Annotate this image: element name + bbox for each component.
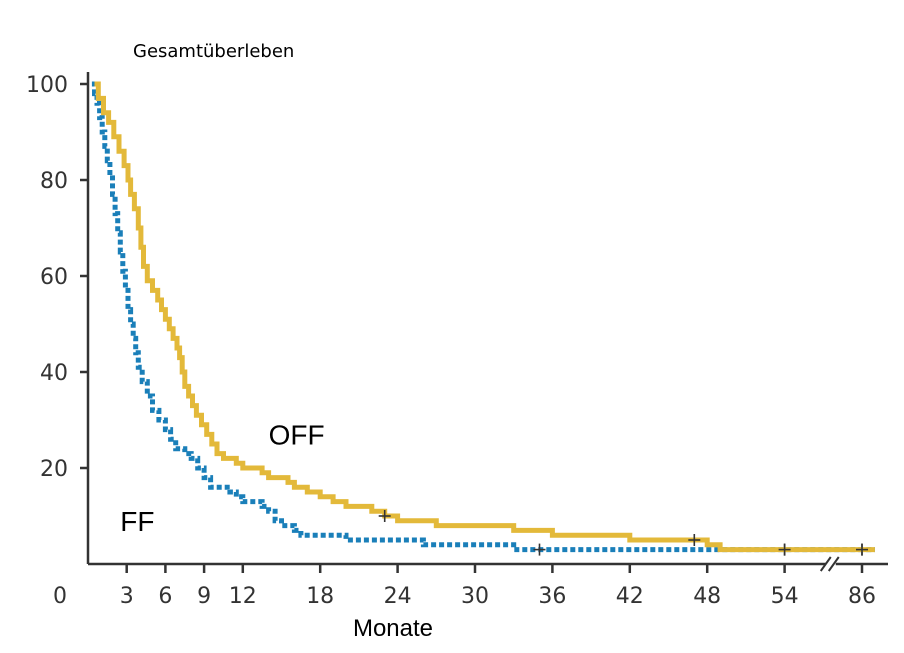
chart-title: Gesamtüberleben — [133, 41, 294, 62]
y-tick-label: 100 — [26, 73, 68, 98]
x-tick-label: 9 — [197, 584, 211, 609]
x-tick-label: 18 — [306, 584, 334, 609]
x-tick-label: 86 — [848, 584, 876, 609]
axis-break-mark — [819, 556, 832, 572]
x-tick-label: 42 — [616, 584, 644, 609]
series-line-ff — [91, 81, 875, 553]
x-tick-label: 6 — [158, 584, 172, 609]
x-tick-label: 48 — [693, 584, 721, 609]
x-tick-label: 36 — [538, 584, 566, 609]
x-tick-label: 0 — [53, 584, 67, 609]
y-tick-label: 40 — [40, 361, 68, 386]
x-tick-label: 3 — [120, 584, 134, 609]
x-tick-label: 54 — [771, 584, 799, 609]
x-tick-label: 30 — [461, 584, 489, 609]
axis-break-mark — [827, 556, 840, 572]
y-tick-label: 80 — [40, 169, 68, 194]
y-tick-label: 20 — [40, 457, 68, 482]
x-axis-title: Monate — [353, 615, 433, 642]
series-layer: FF OFF — [91, 81, 875, 556]
series-label-off: OFF — [269, 419, 325, 450]
axis-layer — [86, 72, 888, 566]
y-tick-label: 60 — [40, 265, 68, 290]
series-label-ff: FF — [120, 506, 154, 537]
x-tick-label: 12 — [229, 584, 257, 609]
x-tick-label: 24 — [384, 584, 412, 609]
axis-break-gap — [825, 558, 836, 570]
